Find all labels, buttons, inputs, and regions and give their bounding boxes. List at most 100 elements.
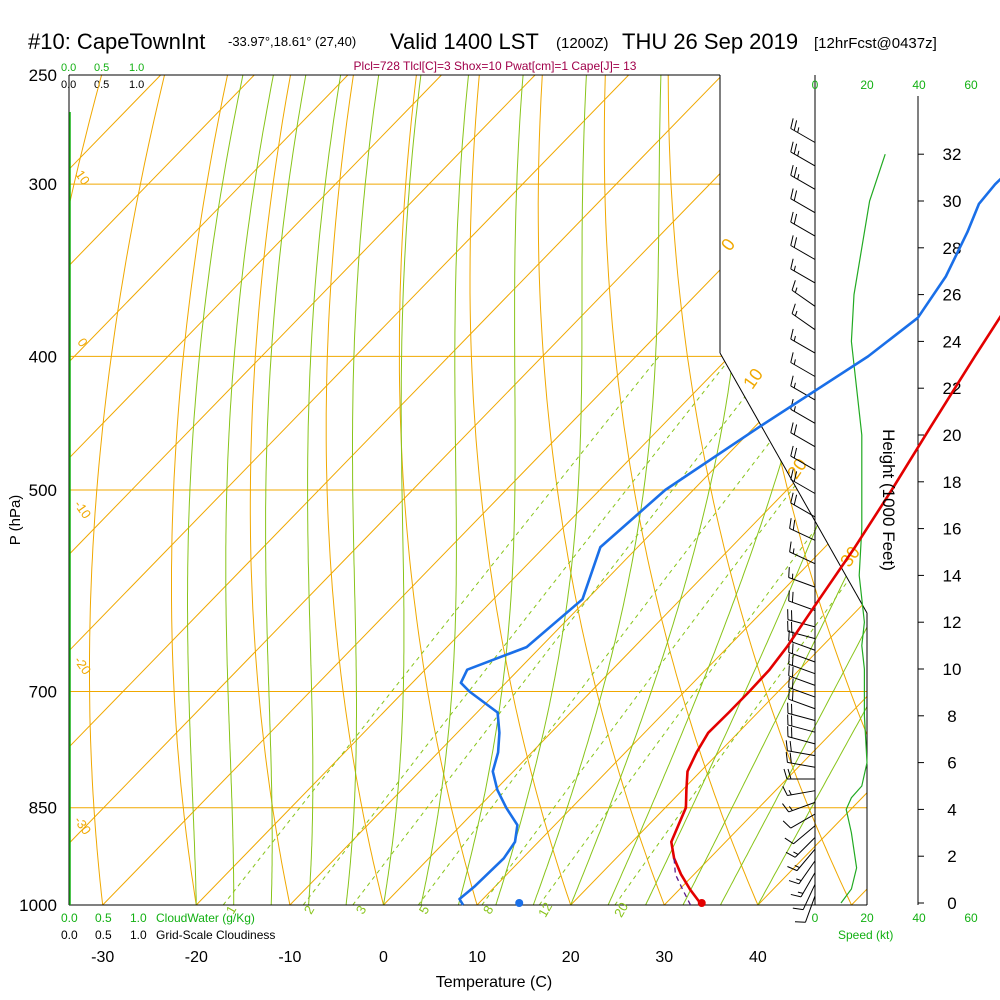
- valid-time: Valid 1400 LST: [390, 29, 539, 54]
- cloud-water-tick: 1.0: [130, 911, 147, 925]
- wind-barb: [787, 726, 816, 745]
- moist-adiabat-label: 10: [72, 167, 93, 187]
- zulu-time: (1200Z): [556, 35, 609, 52]
- isotherm-line: [851, 75, 867, 905]
- wind-barb: [785, 740, 816, 757]
- moist-adiabat-label: -30: [71, 813, 94, 837]
- wind-barb: [788, 590, 816, 611]
- isotherm-line: [476, 75, 867, 905]
- dry-adiabat-line: [603, 75, 772, 905]
- moist-adiabat-line: [265, 75, 307, 905]
- cloud-scale-bottom: 0.0 0.5 1.0 CloudWater (g/Kg) 0.0 0.5 1.…: [61, 911, 275, 942]
- height-tick-label: 8: [947, 707, 956, 726]
- height-tick-label: 16: [943, 520, 962, 539]
- x-tick-label: 20: [562, 949, 580, 966]
- wind-barb: [788, 665, 816, 686]
- dry-adiabat-line: [854, 75, 867, 905]
- dry-adiabat-line: [537, 75, 677, 905]
- wind-barb: [790, 328, 816, 354]
- wind-barb: [791, 280, 816, 307]
- speed-tick-top: 0: [812, 78, 819, 92]
- dry-adiabat-label: 10: [739, 365, 767, 393]
- wind-barb: [790, 352, 816, 377]
- mixing-ratio-line: [222, 356, 660, 905]
- height-tick-label: 30: [943, 192, 962, 211]
- moist-adiabat-line: [532, 75, 662, 905]
- dry-adiabat-line: [469, 75, 582, 905]
- cloudiness-tick: 1.0: [129, 79, 144, 91]
- y-tick-label: 1000: [19, 896, 57, 915]
- dry-adiabat-line: [89, 75, 171, 905]
- y-tick-label: 500: [29, 481, 57, 500]
- wind-barb: [790, 211, 816, 237]
- wind-barb: [790, 445, 816, 471]
- header: #10: CapeTownInt -33.97°,18.61° (27,40) …: [28, 29, 937, 73]
- isotherm-line: [383, 75, 867, 905]
- height-tick-label: 26: [943, 286, 962, 305]
- mixing-ratio-label: 20: [611, 900, 631, 920]
- speed-tick-bottom: 0: [812, 911, 819, 925]
- wind-barb: [790, 118, 816, 143]
- moist-adiabat-line: [645, 75, 867, 905]
- wind-barb: [789, 518, 816, 541]
- surface-dewpoint-marker: [515, 899, 524, 907]
- wind-barb: [792, 884, 816, 911]
- mixing-ratio-line: [302, 356, 733, 905]
- wind-barb: [788, 860, 816, 885]
- dewpoint-profile-line: [458, 177, 1000, 906]
- moist-adiabat-line: [187, 75, 244, 905]
- speed-tick-top: 20: [860, 78, 874, 92]
- x-tick-label: -30: [91, 949, 114, 966]
- wind-barb: [790, 258, 816, 284]
- moist-adiabat-line: [495, 75, 587, 905]
- moist-adiabat-label: -20: [71, 653, 94, 677]
- height-tick-label: 20: [943, 426, 962, 445]
- height-tick-label: 14: [943, 566, 962, 585]
- cloudiness-tick: 0.5: [94, 79, 109, 91]
- wind-barb: [790, 492, 816, 518]
- wind-barb: [790, 188, 816, 214]
- wind-speed-profile-line: [840, 154, 886, 904]
- mixing-ratio-line: [481, 356, 867, 905]
- dry-adiabat-line: [249, 75, 297, 905]
- moist-adiabat-line: [383, 75, 422, 905]
- height-tick-label: 12: [943, 613, 962, 632]
- y-tick-label: 400: [29, 347, 57, 366]
- wind-barb: [787, 714, 816, 733]
- y-axis-title: P (hPa): [7, 495, 24, 546]
- station-coords: -33.97°,18.61° (27,40): [228, 34, 356, 49]
- wind-barb: [782, 785, 816, 797]
- x-tick-label: -10: [278, 949, 301, 966]
- x-axis-title: Temperature (C): [436, 974, 552, 991]
- height-tick-label: 32: [943, 145, 962, 164]
- cloud-water-tick: 0.5: [95, 911, 112, 925]
- wind-barb: [790, 469, 816, 494]
- speed-tick-bottom: 20: [860, 911, 874, 925]
- y-tick-label: 850: [29, 799, 57, 818]
- wind-barb: [788, 677, 816, 698]
- speed-tick-top: 40: [912, 78, 926, 92]
- isotherm-line: [69, 75, 723, 905]
- wind-barb: [783, 768, 815, 780]
- moist-adiabat-line: [225, 75, 274, 905]
- forecast-date: THU 26 Sep 2019: [622, 29, 798, 54]
- isotherm-line: [663, 75, 867, 905]
- cloudiness-tick: 1.0: [130, 928, 147, 942]
- cloud-water-tick: 1.0: [129, 62, 144, 74]
- wind-barb: [788, 688, 816, 710]
- dry-adiabat-line: [325, 75, 392, 905]
- wind-barb: [784, 825, 816, 845]
- wind-barb: [788, 567, 816, 588]
- profiles: [458, 177, 1000, 907]
- height-tick-label: 0: [947, 894, 956, 913]
- wind-barb: [794, 895, 816, 923]
- x-tick-label: 40: [749, 949, 767, 966]
- surface-temperature-marker: [697, 899, 706, 907]
- moist-adiabat-label: -10: [71, 497, 94, 521]
- wind-barb: [790, 375, 816, 401]
- moist-adiabat-line: [420, 75, 469, 905]
- dry-adiabat-line: [171, 75, 234, 905]
- x-tick-label: -20: [185, 949, 208, 966]
- forecast-info: [12hrFcst@0437z]: [814, 35, 937, 52]
